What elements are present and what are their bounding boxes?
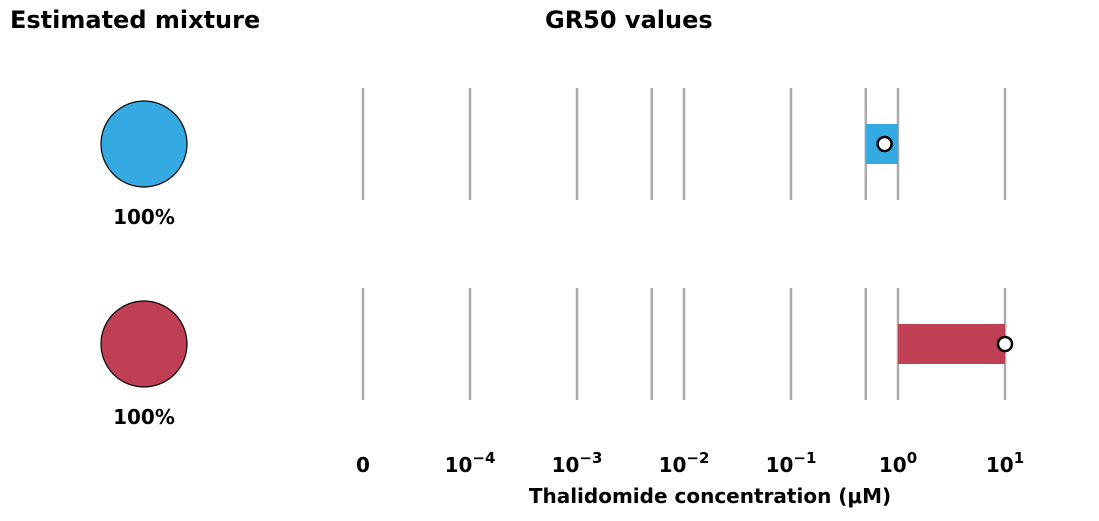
range-bar bbox=[898, 324, 1005, 364]
gr50-point bbox=[876, 135, 893, 153]
gr50-point bbox=[996, 335, 1014, 353]
mixture-pie-slice bbox=[100, 100, 188, 188]
x-tick-label: 100 bbox=[879, 449, 917, 477]
chart-title: GR50 values bbox=[545, 6, 713, 34]
mixture-pie-slice bbox=[100, 300, 188, 388]
x-tick-label: 10−3 bbox=[552, 449, 603, 477]
x-tick-label: 10−2 bbox=[659, 449, 710, 477]
x-axis-label: Thalidomide concentration (μM) bbox=[529, 484, 891, 508]
x-tick-label: 0 bbox=[356, 453, 370, 477]
mixture-percent: 100% bbox=[113, 205, 175, 229]
mixture-title: Estimated mixture bbox=[10, 6, 261, 34]
mixture-percent: 100% bbox=[113, 405, 175, 429]
x-tick-label: 101 bbox=[986, 449, 1024, 477]
x-tick-label: 10−1 bbox=[766, 449, 817, 477]
x-tick-label: 10−4 bbox=[445, 449, 496, 477]
